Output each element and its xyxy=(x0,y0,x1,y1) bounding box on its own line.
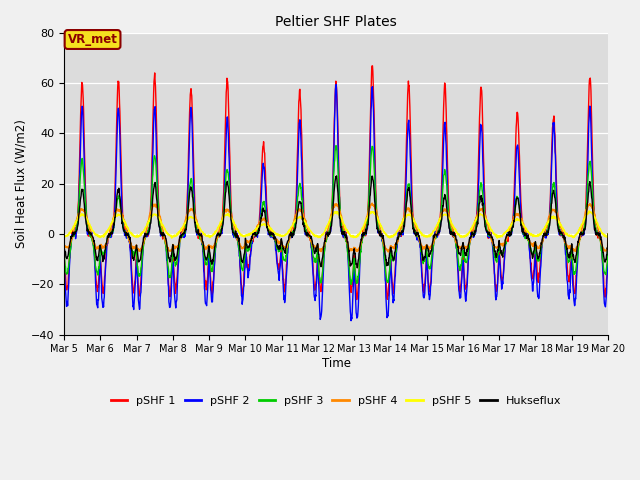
pSHF 3 xyxy=(302,228,310,234)
pSHF 4 xyxy=(312,246,320,252)
pSHF 3 xyxy=(312,260,320,265)
pSHF 5 xyxy=(102,231,110,237)
pSHF 1 xyxy=(124,234,132,240)
pSHF 2 xyxy=(302,230,310,236)
pSHF 4 xyxy=(368,200,376,206)
Hukseflux xyxy=(353,265,361,271)
pSHF 3 xyxy=(348,281,355,287)
pSHF 2 xyxy=(124,228,132,234)
pSHF 2 xyxy=(604,231,612,237)
pSHF 5 xyxy=(370,210,378,216)
pSHF 1 xyxy=(353,297,361,302)
pSHF 5 xyxy=(291,219,299,225)
Hukseflux xyxy=(124,232,132,238)
pSHF 2 xyxy=(291,227,299,232)
Line: pSHF 1: pSHF 1 xyxy=(64,66,608,300)
Hukseflux xyxy=(302,229,310,235)
pSHF 5 xyxy=(586,208,593,214)
pSHF 1 xyxy=(604,231,612,237)
pSHF 5 xyxy=(303,221,310,227)
pSHF 1 xyxy=(371,120,378,126)
Line: pSHF 5: pSHF 5 xyxy=(64,211,608,238)
Line: pSHF 2: pSHF 2 xyxy=(64,84,608,321)
pSHF 5 xyxy=(604,231,612,237)
pSHF 4 xyxy=(124,233,132,239)
Text: VR_met: VR_met xyxy=(68,33,118,46)
pSHF 3 xyxy=(124,236,132,241)
pSHF 1 xyxy=(302,228,310,234)
pSHF 4 xyxy=(302,221,310,227)
pSHF 5 xyxy=(312,232,320,238)
Line: Hukseflux: Hukseflux xyxy=(64,176,608,268)
Title: Peltier SHF Plates: Peltier SHF Plates xyxy=(275,15,397,29)
pSHF 3 xyxy=(291,221,299,227)
Hukseflux xyxy=(60,243,68,249)
X-axis label: Time: Time xyxy=(321,357,351,370)
pSHF 2 xyxy=(312,293,320,299)
Hukseflux xyxy=(371,190,378,196)
pSHF 4 xyxy=(604,231,612,237)
Hukseflux xyxy=(312,245,320,251)
pSHF 2 xyxy=(332,82,340,87)
pSHF 2 xyxy=(348,318,355,324)
pSHF 4 xyxy=(60,242,68,248)
pSHF 3 xyxy=(604,231,612,237)
Legend: pSHF 1, pSHF 2, pSHF 3, pSHF 4, pSHF 5, Hukseflux: pSHF 1, pSHF 2, pSHF 3, pSHF 4, pSHF 5, … xyxy=(106,391,566,410)
Line: pSHF 3: pSHF 3 xyxy=(64,145,608,284)
pSHF 3 xyxy=(332,143,340,148)
pSHF 5 xyxy=(124,226,132,231)
Hukseflux xyxy=(291,227,299,233)
pSHF 4 xyxy=(102,242,110,248)
pSHF 1 xyxy=(312,280,320,286)
pSHF 1 xyxy=(369,63,376,69)
Hukseflux xyxy=(604,231,612,237)
pSHF 4 xyxy=(291,215,299,220)
Y-axis label: Soil Heat Flux (W/m2): Soil Heat Flux (W/m2) xyxy=(15,120,28,248)
pSHF 5 xyxy=(60,234,68,240)
pSHF 3 xyxy=(371,168,378,173)
pSHF 3 xyxy=(60,251,68,257)
Hukseflux xyxy=(102,241,110,247)
pSHF 2 xyxy=(60,253,68,259)
pSHF 5 xyxy=(168,235,175,241)
Line: pSHF 4: pSHF 4 xyxy=(64,203,608,252)
Hukseflux xyxy=(333,173,340,179)
pSHF 1 xyxy=(60,252,68,257)
pSHF 2 xyxy=(371,143,378,149)
pSHF 4 xyxy=(370,202,378,208)
pSHF 3 xyxy=(102,241,110,247)
pSHF 2 xyxy=(102,257,110,263)
pSHF 4 xyxy=(385,249,392,255)
pSHF 1 xyxy=(291,218,299,224)
pSHF 1 xyxy=(102,251,110,256)
